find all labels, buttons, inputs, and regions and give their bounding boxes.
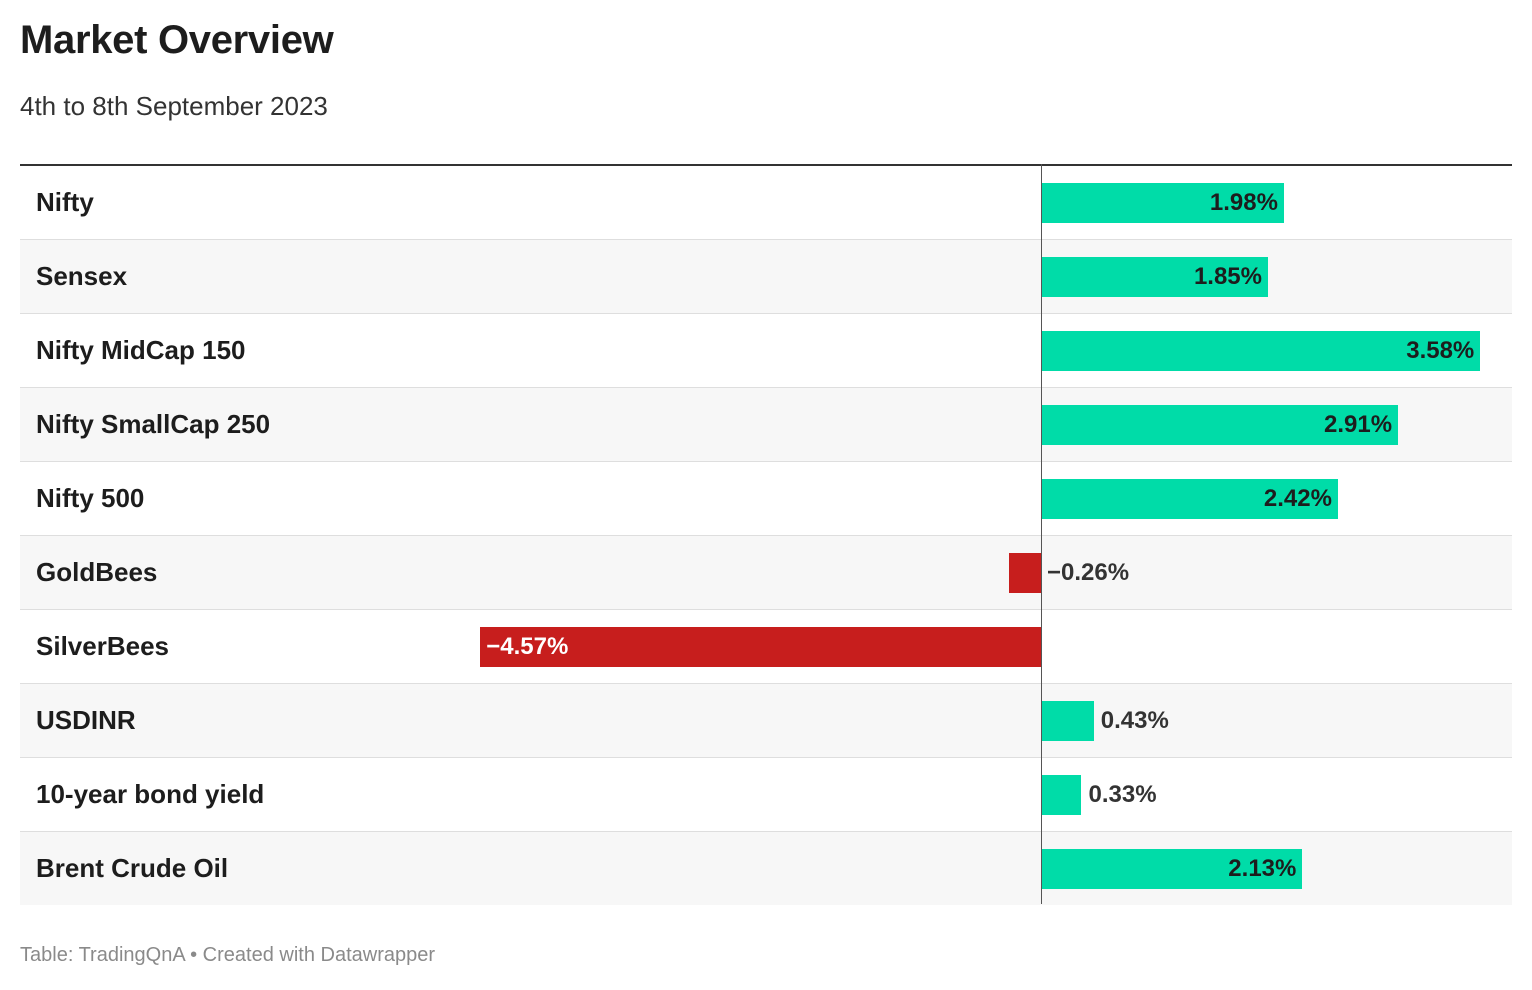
source-footer: Table: TradingQnA • Created with Datawra… [20,944,435,966]
table-row: Nifty MidCap 150 3.58% [20,314,1512,388]
value-label: −0.26% [1047,559,1130,586]
table-row: Brent Crude Oil 2.13% [20,832,1512,905]
table-row: Nifty 500 2.42% [20,462,1512,536]
bar [1041,331,1481,371]
row-label: Nifty MidCap 150 [36,335,246,365]
value-label: 2.13% [1228,855,1297,882]
bar [1041,849,1303,889]
value-label: 1.85% [1193,263,1262,290]
table-row: GoldBees −0.26% [20,536,1512,610]
bar [1041,479,1338,519]
bar [1041,775,1082,815]
row-label: Sensex [36,261,128,291]
bar [1041,183,1284,223]
row-label: 10-year bond yield [36,779,265,809]
bar [1041,257,1268,297]
table-row: SilverBees −4.57% [20,610,1512,684]
value-label: 2.91% [1324,411,1393,438]
row-label: SilverBees [36,631,169,661]
value-label: 2.42% [1263,485,1332,512]
row-label: GoldBees [36,557,158,587]
chart-subtitle: 4th to 8th September 2023 [20,91,328,121]
table-row: 10-year bond yield 0.33% [20,758,1512,832]
table-row: Sensex 1.85% [20,240,1512,314]
bar [1041,405,1399,445]
table-row: USDINR 0.43% [20,684,1512,758]
value-label: −4.57% [486,633,569,660]
bar [480,627,1041,667]
value-label: 0.33% [1088,781,1157,808]
bar [1009,553,1041,593]
table-row: Nifty 1.98% [20,166,1512,240]
table-row: Nifty SmallCap 250 2.91% [20,388,1512,462]
row-label: Nifty 500 [36,483,145,513]
row-label: Nifty [36,187,94,217]
zero-axis-line [1041,164,1042,904]
value-label: 3.58% [1406,337,1475,364]
row-label: USDINR [36,705,136,735]
row-label: Nifty SmallCap 250 [36,409,271,439]
bar-table: Nifty 1.98% Sensex 1.85% Nifty MidCap 150 3.5… [20,164,1512,905]
value-label: 1.98% [1209,189,1278,216]
row-label: Brent Crude Oil [36,853,229,883]
bar [1041,701,1094,741]
chart-title: Market Overview [20,18,334,62]
value-label: 0.43% [1100,707,1169,734]
